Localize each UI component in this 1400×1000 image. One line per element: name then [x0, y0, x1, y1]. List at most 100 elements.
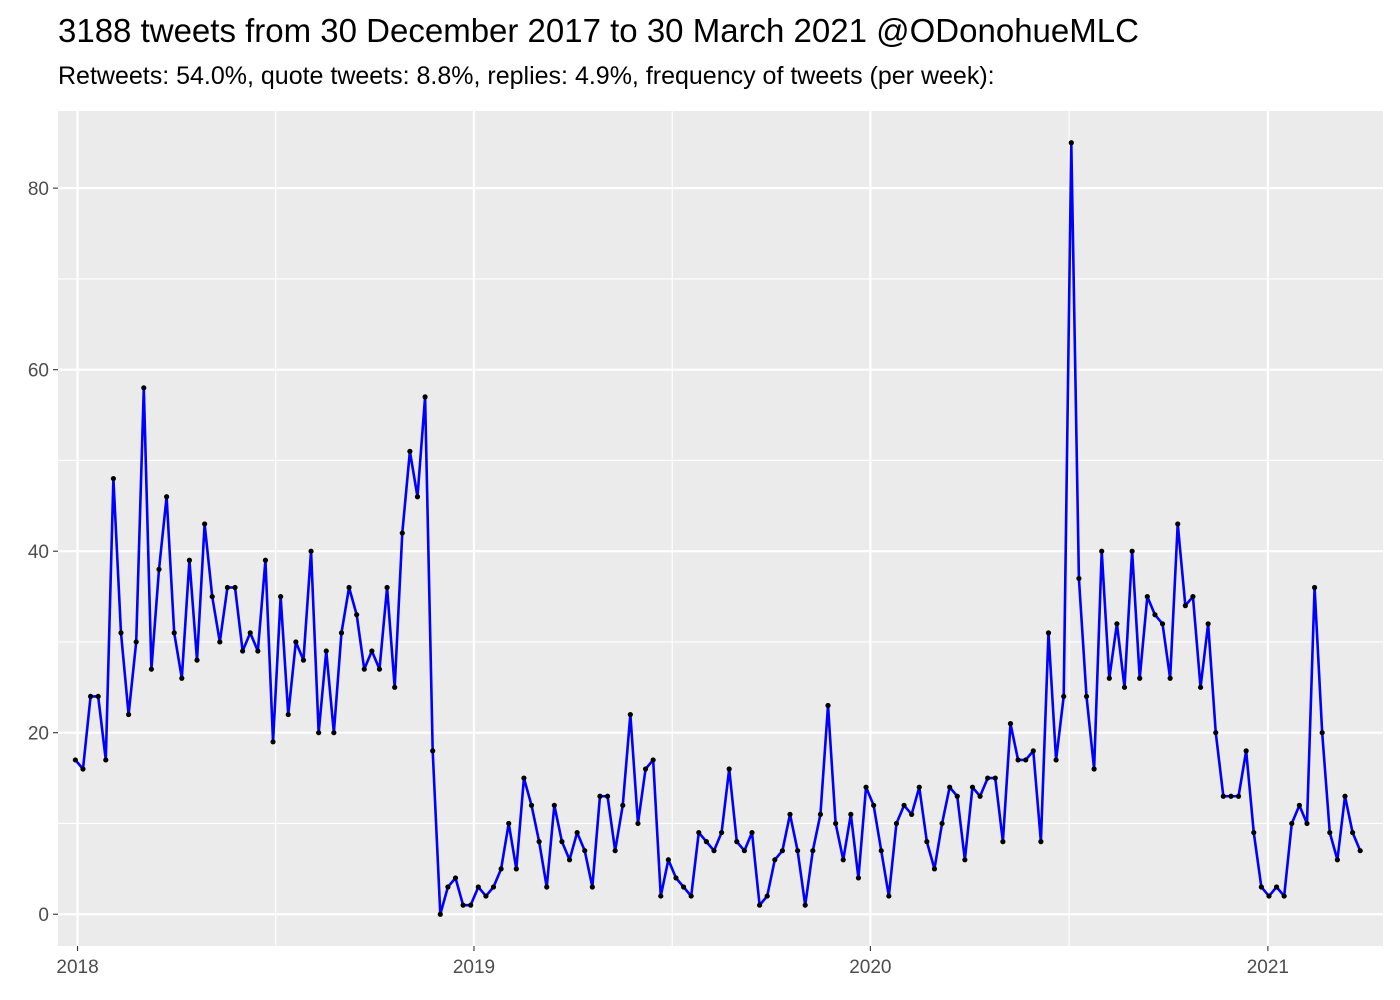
data-point — [779, 848, 786, 854]
data-point — [354, 612, 360, 618]
x-tick-label: 2021 — [1247, 957, 1289, 978]
data-point — [764, 893, 770, 899]
data-point — [566, 857, 573, 863]
data-point — [1144, 593, 1150, 600]
chart-subtitle: Retweets: 54.0%, quote tweets: 8.8%, rep… — [58, 62, 995, 90]
data-point — [1334, 857, 1340, 863]
data-point — [513, 866, 519, 872]
data-point — [825, 702, 831, 709]
data-point — [1159, 621, 1166, 627]
data-point — [916, 784, 922, 790]
data-point — [1000, 839, 1006, 845]
data-point — [772, 857, 778, 863]
data-point — [422, 394, 428, 400]
data-point — [506, 820, 512, 827]
data-point — [468, 902, 474, 908]
data-point — [977, 793, 983, 799]
data-point — [1023, 757, 1029, 763]
data-point — [886, 893, 892, 899]
data-point — [901, 802, 907, 808]
data-point — [802, 902, 808, 908]
data-point — [969, 784, 976, 790]
data-point — [749, 829, 755, 836]
axis-ticks — [53, 187, 1269, 951]
data-point — [316, 730, 322, 736]
data-point — [1137, 675, 1143, 681]
data-point — [118, 630, 124, 636]
data-point — [209, 593, 215, 600]
data-point — [627, 711, 633, 718]
data-point — [1068, 140, 1074, 146]
data-point — [658, 893, 664, 899]
data-point — [270, 739, 276, 745]
data-point — [164, 494, 170, 500]
major-gridlines — [58, 111, 1383, 946]
data-point — [217, 639, 223, 645]
data-point — [620, 802, 626, 808]
data-point — [597, 793, 603, 799]
data-point — [1258, 884, 1264, 890]
data-point — [1228, 793, 1234, 799]
data-point — [810, 848, 816, 854]
data-point — [612, 848, 618, 854]
data-point — [1106, 675, 1112, 681]
data-point — [1296, 802, 1302, 808]
data-point — [711, 848, 717, 854]
data-point — [1190, 593, 1196, 600]
data-point — [1319, 730, 1325, 736]
data-point — [452, 875, 459, 881]
plot-panel — [58, 111, 1383, 946]
data-point — [817, 811, 824, 817]
data-point — [285, 711, 291, 718]
data-point — [939, 820, 945, 827]
data-point — [300, 657, 307, 663]
data-point — [1304, 820, 1310, 827]
data-point — [247, 630, 253, 636]
data-point — [407, 448, 413, 454]
data-point — [80, 766, 86, 772]
data-point — [734, 839, 740, 845]
data-point — [232, 584, 238, 591]
data-point — [947, 784, 953, 790]
data-point — [179, 675, 185, 681]
data-point — [171, 630, 177, 636]
data-point — [483, 893, 489, 899]
y-tick-label: 20 — [28, 724, 49, 745]
data-point — [1061, 693, 1067, 700]
data-point — [703, 839, 709, 845]
data-point — [756, 902, 763, 908]
data-point — [582, 848, 588, 854]
data-point — [346, 584, 352, 591]
data-point — [331, 730, 337, 736]
data-point — [87, 693, 94, 700]
data-point — [1099, 548, 1105, 554]
data-point — [528, 802, 535, 808]
data-point — [475, 884, 481, 890]
data-point — [992, 775, 998, 781]
data-point — [376, 666, 383, 672]
data-point — [954, 793, 960, 799]
data-point — [551, 802, 557, 808]
data-point — [848, 811, 854, 817]
data-point — [589, 884, 595, 890]
data-point — [1121, 684, 1128, 690]
series-line — [74, 141, 1362, 916]
data-point — [726, 766, 732, 772]
data-point — [1220, 793, 1226, 799]
data-point — [741, 848, 747, 854]
data-point — [399, 530, 405, 536]
data-point — [361, 666, 367, 672]
data-point — [1167, 675, 1173, 681]
data-point — [1327, 829, 1333, 836]
data-point — [635, 820, 641, 827]
data-point — [718, 829, 725, 836]
data-point — [878, 848, 884, 854]
data-point — [148, 666, 155, 672]
data-point — [460, 902, 466, 908]
data-point — [1007, 721, 1014, 727]
data-point — [1129, 548, 1135, 554]
data-point — [384, 584, 390, 591]
series-line-group — [74, 141, 1362, 916]
data-point — [1182, 603, 1188, 609]
